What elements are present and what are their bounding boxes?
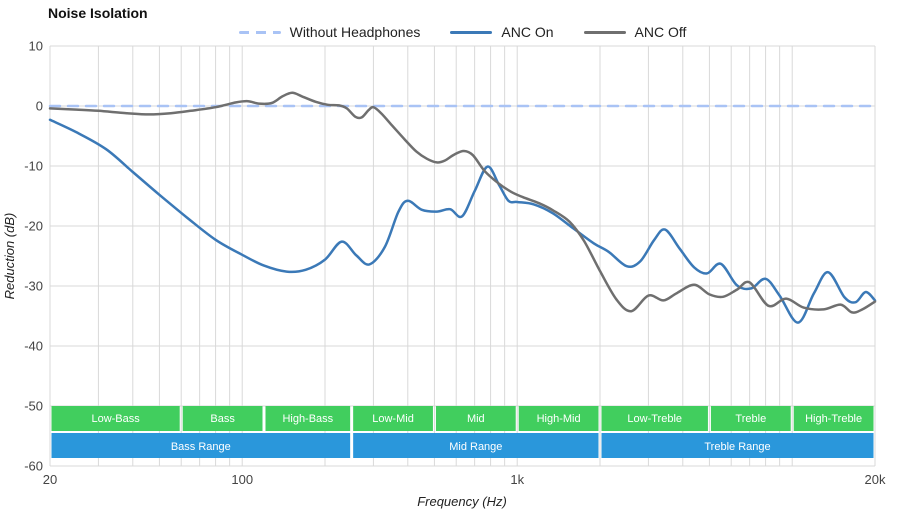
y-tick-label: -50 [24,399,43,414]
band-label-mid: Mid [467,413,485,425]
legend-item-anc-off[interactable]: ANC Off [583,24,687,40]
band-high-mid[interactable] [518,406,599,431]
series-curves [48,91,877,324]
band-high-treble[interactable] [793,406,874,431]
frequency-bands: Low-Bass Bass High-Bass Low-Mid Mid High-Mid L… [51,406,874,458]
legend-label-without-headphones: Without Headphones [289,24,421,40]
curve-anc-on [48,118,877,324]
gridlines [49,45,876,467]
x-tick-label: 20k [865,472,886,487]
range-mid-range[interactable] [353,433,599,458]
range-label-mid-range: Mid Range [449,441,502,453]
chart-title: Noise Isolation [48,5,148,21]
curve-anc-off [48,91,877,314]
y-tick-label: -30 [24,279,43,294]
range-bass-range[interactable] [51,433,351,458]
y-tick-label: -40 [24,339,43,354]
legend-item-without-headphones[interactable]: Without Headphones [238,24,421,40]
legend-swatch-anc-on-line [450,30,493,34]
band-label-high-treble: High-Treble [805,413,862,425]
band-label-bass: Bass [210,413,235,425]
band-high-bass[interactable] [265,406,351,431]
band-label-high-mid: High-Mid [537,413,581,425]
legend-label-anc-on: ANC On [501,24,554,40]
y-tick-label: -20 [24,219,43,234]
x-axis-title: Frequency (Hz) [417,494,507,509]
band-label-low-mid: Low-Mid [372,413,414,425]
band-label-treble: Treble [735,413,766,425]
band-bass[interactable] [182,406,263,431]
band-mid[interactable] [435,406,516,431]
x-tick-label: 100 [231,472,253,487]
band-low-mid[interactable] [353,406,433,431]
band-low-bass[interactable] [51,406,180,431]
band-treble[interactable] [710,406,791,431]
band-label-low-treble: Low-Treble [627,413,682,425]
range-treble-range[interactable] [601,433,874,458]
y-axis-title: Reduction (dB) [2,213,17,300]
legend-swatch-without-headphones-dashed-line [238,30,281,34]
x-tick-label: 1k [510,472,524,487]
band-label-low-bass: Low-Bass [91,413,140,425]
y-tick-label: -10 [24,159,43,174]
x-tick-label: 20 [43,472,57,487]
legend: Without Headphones ANC On ANC Off [50,24,875,40]
legend-swatch-anc-off-line [583,30,626,34]
y-tick-label: -60 [24,459,43,474]
band-low-treble[interactable] [601,406,708,431]
legend-label-anc-off: ANC Off [634,24,687,40]
band-label-high-bass: High-Bass [282,413,333,425]
range-label-treble-range: Treble Range [704,441,770,453]
y-tick-label: 0 [36,99,43,114]
y-tick-label: 10 [29,39,43,54]
range-label-bass-range: Bass Range [171,441,231,453]
legend-item-anc-on[interactable]: ANC On [450,24,554,40]
